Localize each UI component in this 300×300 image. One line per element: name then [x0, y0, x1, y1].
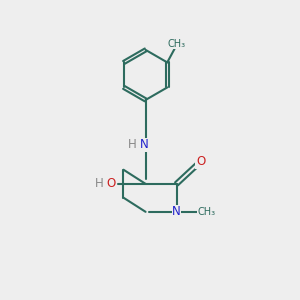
Text: H: H	[128, 139, 137, 152]
Text: CH₃: CH₃	[168, 39, 186, 49]
Text: N: N	[140, 139, 148, 152]
Text: H: H	[95, 177, 104, 190]
Text: CH₃: CH₃	[197, 207, 216, 217]
Text: O: O	[196, 155, 205, 168]
Text: N: N	[172, 205, 181, 218]
Text: O: O	[106, 177, 116, 190]
